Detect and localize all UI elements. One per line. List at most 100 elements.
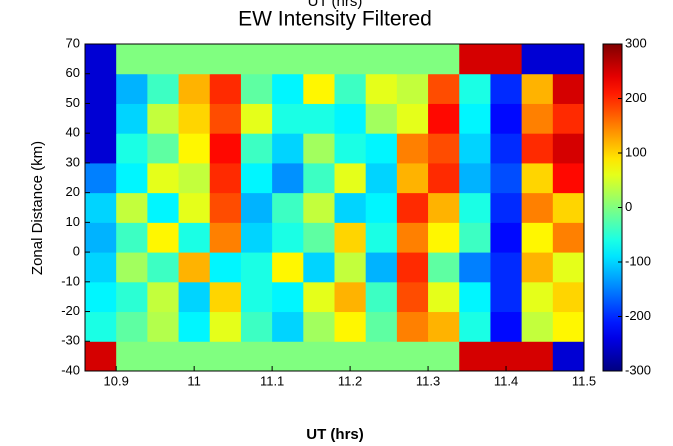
x-tick-label: 11.3 xyxy=(416,373,440,388)
heatmap-cell xyxy=(365,252,398,283)
x-tick-label: 11.4 xyxy=(494,373,518,388)
heatmap-cell xyxy=(209,222,242,253)
heatmap-cell xyxy=(334,73,367,104)
heatmap-cell xyxy=(490,192,523,223)
heatmap-cell xyxy=(85,311,117,342)
heatmap-cell xyxy=(116,44,148,75)
heatmap-cell xyxy=(303,222,335,253)
colorbar-tick-label: 0 xyxy=(625,199,632,214)
heatmap-cell xyxy=(552,341,585,372)
heatmap-cell xyxy=(428,73,460,104)
heatmap-cell xyxy=(459,281,491,313)
heatmap-cell xyxy=(303,341,335,372)
heatmap-cell xyxy=(147,44,180,75)
heatmap-cell xyxy=(490,103,523,134)
heatmap-cell xyxy=(209,341,242,372)
heatmap-cell xyxy=(396,44,429,75)
heatmap-cell xyxy=(365,162,398,194)
y-tick-label: -40 xyxy=(61,362,80,377)
heatmap-cell xyxy=(303,281,335,313)
axes: 10.9 11 11.1 11.2 11.3 11.4 11.5 -40 -30 -20 -10 0 1… xyxy=(61,35,596,388)
heatmap-cell xyxy=(334,133,367,164)
heatmap-cell xyxy=(552,281,585,313)
heatmap-cell xyxy=(147,252,180,283)
x-tick-label: 11 xyxy=(187,373,201,388)
heatmap-cell xyxy=(85,103,117,134)
heatmap-cell xyxy=(428,341,460,372)
heatmap-cell xyxy=(85,162,117,194)
heatmap-cell xyxy=(521,44,554,75)
heatmap-cell xyxy=(396,133,429,164)
heatmap-cell xyxy=(178,103,211,134)
heatmap-cell xyxy=(396,162,429,194)
heatmap-cell xyxy=(240,252,273,283)
heatmap-cell xyxy=(303,103,335,134)
heatmap-cell xyxy=(396,222,429,253)
heatmap-cell xyxy=(521,192,554,223)
heatmap-cell xyxy=(521,281,554,313)
heatmap-cell xyxy=(272,44,304,75)
heatmap-cell xyxy=(209,73,242,104)
heatmap-cell xyxy=(116,341,148,372)
heatmap-cell xyxy=(490,73,523,104)
heatmap-cell xyxy=(396,311,429,342)
heatmap-cell xyxy=(334,311,367,342)
heatmap-cell xyxy=(147,192,180,223)
heatmap-cell xyxy=(272,311,304,342)
heatmap-cell xyxy=(116,222,148,253)
y-tick-label: -10 xyxy=(61,273,80,288)
heatmap-cell xyxy=(303,133,335,164)
y-tick-label: 60 xyxy=(66,65,80,80)
heatmap-cell xyxy=(365,133,398,164)
heatmap-cell xyxy=(428,281,460,313)
heatmap-cell xyxy=(396,103,429,134)
heatmap-cell xyxy=(396,341,429,372)
heatmap-cell xyxy=(147,281,180,313)
heatmap-cell xyxy=(116,281,148,313)
heatmap-cell xyxy=(303,311,335,342)
heatmap-cell xyxy=(521,73,554,104)
heatmap-cell xyxy=(428,103,460,134)
heatmap-cell xyxy=(272,222,304,253)
heatmap-cell xyxy=(552,103,585,134)
heatmap-cell xyxy=(85,73,117,104)
heatmap-cell xyxy=(428,252,460,283)
heatmap-cell xyxy=(396,252,429,283)
heatmap-cell xyxy=(147,162,180,194)
heatmap-cell xyxy=(85,281,117,313)
heatmap-cell xyxy=(209,252,242,283)
heatmap-cell xyxy=(178,281,211,313)
heatmap-cell xyxy=(334,162,367,194)
heatmap xyxy=(85,44,585,372)
heatmap-cell xyxy=(116,103,148,134)
heatmap-cell xyxy=(365,222,398,253)
heatmap-cell xyxy=(521,222,554,253)
heatmap-cell xyxy=(85,222,117,253)
heatmap-cell xyxy=(85,133,117,164)
heatmap-cell xyxy=(459,341,491,372)
heatmap-cell xyxy=(552,311,585,342)
heatmap-cell xyxy=(272,162,304,194)
heatmap-cell xyxy=(490,133,523,164)
heatmap-cell xyxy=(428,311,460,342)
y-tick-label: 30 xyxy=(66,154,80,169)
heatmap-cell xyxy=(521,341,554,372)
heatmap-cell xyxy=(178,133,211,164)
heatmap-cell xyxy=(147,133,180,164)
heatmap-cell xyxy=(459,192,491,223)
heatmap-cell xyxy=(365,73,398,104)
heatmap-cell xyxy=(178,192,211,223)
colorbar-tick-label: 300 xyxy=(625,35,647,50)
heatmap-cell xyxy=(459,133,491,164)
heatmap-cell xyxy=(240,73,273,104)
heatmap-cell xyxy=(490,222,523,253)
x-axis-label: UT (hrs) xyxy=(306,426,364,443)
heatmap-cell xyxy=(147,341,180,372)
heatmap-cell xyxy=(147,73,180,104)
heatmap-cell xyxy=(303,162,335,194)
heatmap-cell xyxy=(552,192,585,223)
heatmap-cell xyxy=(365,44,398,75)
heatmap-cell xyxy=(396,192,429,223)
heatmap-cell xyxy=(85,192,117,223)
